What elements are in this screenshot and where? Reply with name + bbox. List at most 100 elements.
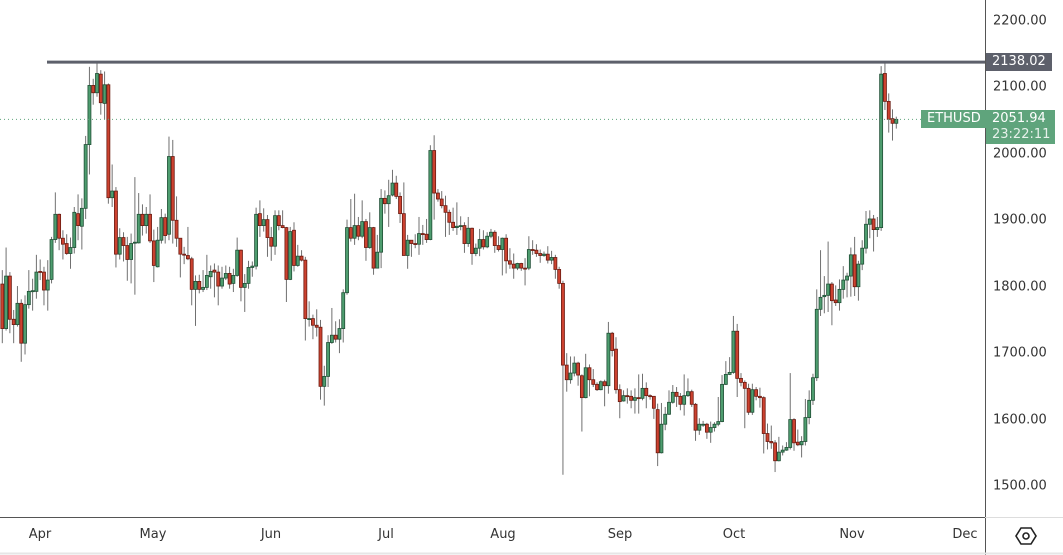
candle bbox=[454, 202, 459, 235]
candle-body-down bbox=[7, 275, 12, 320]
candle-body-up bbox=[231, 275, 236, 284]
candle bbox=[773, 440, 777, 473]
candle bbox=[485, 232, 490, 249]
candle bbox=[178, 237, 183, 278]
symbol-text: ETHUSD bbox=[927, 111, 981, 127]
candle-body-up bbox=[4, 275, 8, 329]
candle-body-up bbox=[663, 413, 668, 425]
candle bbox=[167, 136, 171, 241]
candle-body-down bbox=[636, 397, 641, 400]
candle bbox=[568, 356, 573, 384]
candle bbox=[30, 278, 35, 311]
candle bbox=[254, 207, 259, 270]
candle-body-up bbox=[485, 235, 490, 248]
candle bbox=[549, 250, 554, 265]
candle bbox=[38, 259, 43, 281]
candle-body-up bbox=[30, 290, 35, 293]
candle-body-down bbox=[170, 156, 175, 221]
candle bbox=[148, 194, 152, 243]
candle bbox=[633, 388, 637, 414]
candle-body-up bbox=[848, 254, 853, 277]
candle-body-down bbox=[186, 255, 190, 260]
candle-body-down bbox=[496, 245, 501, 250]
candle-body-down bbox=[579, 375, 584, 399]
candle bbox=[545, 246, 550, 264]
candle bbox=[72, 207, 77, 254]
candle-body-up bbox=[670, 391, 675, 403]
candle bbox=[83, 135, 88, 219]
candle bbox=[257, 200, 262, 237]
candle-body-up bbox=[367, 227, 372, 248]
candle-body-down bbox=[538, 253, 543, 256]
candle bbox=[508, 248, 512, 269]
candle bbox=[754, 387, 759, 401]
candle-body-down bbox=[754, 389, 759, 397]
candle-body-down bbox=[519, 263, 524, 269]
candle bbox=[818, 250, 823, 316]
candle bbox=[348, 199, 353, 242]
candle bbox=[769, 425, 774, 449]
candle-body-down bbox=[443, 205, 448, 213]
candle-body-down bbox=[742, 381, 747, 389]
candle bbox=[663, 406, 668, 431]
candle bbox=[288, 226, 293, 281]
candle bbox=[492, 230, 497, 253]
candle bbox=[144, 207, 149, 234]
candle-body-up bbox=[201, 286, 205, 290]
candle bbox=[34, 254, 39, 299]
candle bbox=[621, 390, 626, 402]
candle-body-up bbox=[159, 217, 164, 241]
price-tick-label: 1500.00 bbox=[993, 478, 1047, 494]
candle-body-down bbox=[106, 84, 111, 199]
candle-body-down bbox=[492, 231, 497, 246]
candle bbox=[303, 256, 308, 341]
candle-body-down bbox=[212, 269, 217, 273]
time-tick-label: Jul bbox=[378, 527, 394, 542]
candle bbox=[360, 200, 365, 239]
candle-body-down bbox=[773, 442, 777, 462]
candle bbox=[95, 62, 99, 97]
candle-body-down bbox=[644, 387, 649, 397]
candle-body-up bbox=[405, 239, 410, 256]
candle-body-up bbox=[879, 73, 884, 228]
candle-body-up bbox=[856, 263, 861, 288]
candle-body-down bbox=[852, 254, 857, 288]
candle bbox=[371, 226, 376, 275]
candle-body-up bbox=[845, 275, 849, 281]
candle bbox=[466, 216, 471, 247]
candle bbox=[53, 192, 58, 243]
candle-body-down bbox=[364, 221, 368, 248]
candle bbox=[186, 226, 190, 261]
candle bbox=[220, 266, 224, 289]
candle-body-up bbox=[352, 225, 357, 239]
candle bbox=[439, 191, 444, 209]
candle-body-down bbox=[197, 280, 202, 290]
candle bbox=[651, 395, 656, 419]
candle bbox=[132, 177, 137, 295]
candle-body-up bbox=[295, 255, 300, 266]
candle-body-down bbox=[401, 213, 406, 256]
chart-settings-gear-icon[interactable] bbox=[1015, 525, 1037, 547]
candle-body-up bbox=[273, 215, 277, 247]
candle bbox=[189, 256, 194, 306]
candle bbox=[307, 301, 312, 327]
candle-body-up bbox=[26, 290, 31, 306]
candle bbox=[636, 374, 641, 414]
candle bbox=[576, 361, 580, 386]
candle-body-up bbox=[261, 219, 266, 227]
candle-body-down bbox=[189, 258, 194, 290]
candle-body-down bbox=[348, 227, 353, 239]
candle-body-down bbox=[227, 273, 232, 285]
candle-body-up bbox=[341, 292, 346, 329]
candle-body-up bbox=[34, 271, 39, 292]
candle-body-down bbox=[64, 243, 69, 254]
candle bbox=[227, 266, 232, 289]
candles-group bbox=[0, 62, 899, 475]
candle-body-down bbox=[178, 237, 183, 255]
bar-countdown-text: 23:22:11 bbox=[992, 127, 1051, 143]
candle bbox=[780, 445, 785, 456]
candle bbox=[602, 379, 607, 407]
candle bbox=[424, 218, 429, 243]
candle-body-down bbox=[504, 237, 509, 262]
